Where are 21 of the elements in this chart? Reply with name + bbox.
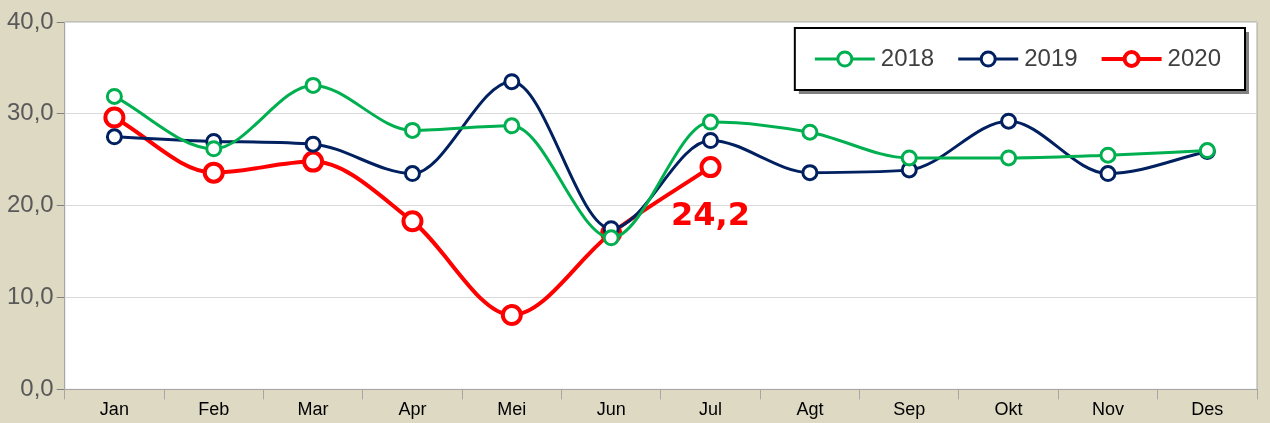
- x-tick-label: Okt: [994, 399, 1023, 420]
- y-tick-label: 10,0: [6, 282, 54, 310]
- y-tick-label: 30,0: [6, 98, 54, 126]
- x-tick-label: Mar: [297, 399, 329, 420]
- legend-label: 2018: [880, 43, 935, 71]
- x-tick-label: Jul: [699, 399, 723, 420]
- data-label: 24,2: [671, 195, 751, 234]
- x-tick-label: Sep: [893, 399, 926, 420]
- y-tick-label: 20,0: [6, 190, 54, 218]
- y-tick-label: 40,0: [6, 6, 54, 34]
- x-tick-label: Feb: [198, 399, 230, 420]
- x-tick-label: Jun: [596, 399, 626, 420]
- x-tick-label: Apr: [398, 399, 427, 420]
- legend-label: 2019: [1024, 43, 1078, 71]
- x-tick-label: Mei: [497, 399, 527, 420]
- x-tick-label: Jan: [99, 399, 129, 420]
- legend-label: 2020: [1167, 43, 1221, 71]
- x-tick-label: Agt: [796, 399, 824, 420]
- y-tick-label: 0,0: [20, 374, 54, 402]
- x-tick-label: Des: [1191, 399, 1224, 420]
- x-tick-label: Nov: [1091, 399, 1124, 420]
